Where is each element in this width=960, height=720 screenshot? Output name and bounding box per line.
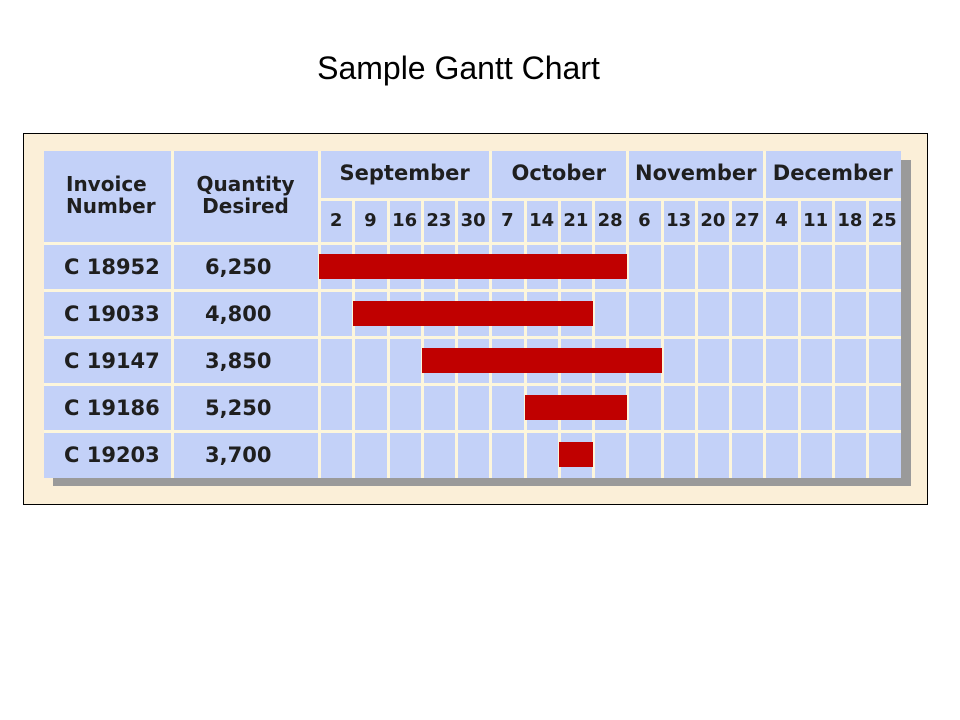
column-divider bbox=[318, 151, 321, 478]
quantity-desired: 6,250 bbox=[205, 255, 272, 279]
invoice-number: C 19033 bbox=[64, 302, 160, 326]
row-divider bbox=[44, 242, 901, 245]
invoice-number: C 19186 bbox=[64, 396, 160, 420]
week-label: 7 bbox=[501, 210, 514, 231]
quantity-desired: 4,800 bbox=[205, 302, 272, 326]
row-divider bbox=[44, 430, 901, 433]
quantity-desired: 3,850 bbox=[205, 349, 272, 373]
row-divider bbox=[44, 289, 901, 292]
month-header: November bbox=[635, 161, 757, 185]
week-label: 4 bbox=[775, 210, 788, 231]
row-divider bbox=[44, 383, 901, 386]
gantt-bar bbox=[319, 254, 628, 279]
week-label: 9 bbox=[364, 210, 377, 231]
week-label: 18 bbox=[837, 210, 863, 231]
gantt-bar bbox=[353, 301, 593, 326]
week-label: 13 bbox=[666, 210, 692, 231]
month-divider bbox=[626, 151, 630, 199]
week-label: 28 bbox=[597, 210, 623, 231]
quantity-desired-header: Quantity Desired bbox=[196, 172, 295, 218]
month-header: December bbox=[772, 161, 893, 185]
invoice-number: C 19203 bbox=[64, 443, 160, 467]
month-header: September bbox=[339, 161, 470, 185]
month-row-divider bbox=[319, 198, 901, 201]
week-label: 6 bbox=[638, 210, 651, 231]
week-label: 11 bbox=[803, 210, 829, 231]
month-divider bbox=[489, 151, 493, 199]
invoice-number-header: Invoice Number bbox=[66, 172, 156, 218]
week-label: 27 bbox=[734, 210, 760, 231]
gantt-bar bbox=[524, 395, 628, 420]
week-label: 14 bbox=[529, 210, 555, 231]
week-label: 23 bbox=[426, 210, 452, 231]
month-header: October bbox=[511, 161, 606, 185]
gantt-table: Invoice Number Quantity Desired September 2… bbox=[44, 151, 901, 478]
week-label: 25 bbox=[871, 210, 897, 231]
invoice-number: C 19147 bbox=[64, 349, 160, 373]
week-label: 20 bbox=[700, 210, 726, 231]
week-label: 16 bbox=[392, 210, 418, 231]
month-divider bbox=[763, 151, 767, 199]
row-divider bbox=[44, 336, 901, 339]
column-divider bbox=[171, 151, 174, 478]
invoice-number: C 18952 bbox=[64, 255, 160, 279]
quantity-desired: 5,250 bbox=[205, 396, 272, 420]
week-label: 21 bbox=[563, 210, 589, 231]
page-title: Sample Gantt Chart bbox=[317, 50, 600, 86]
quantity-desired: 3,700 bbox=[205, 443, 272, 467]
week-label: 2 bbox=[329, 210, 343, 231]
gantt-bar bbox=[558, 442, 593, 467]
week-label: 30 bbox=[460, 210, 486, 231]
gantt-bar bbox=[421, 348, 662, 373]
